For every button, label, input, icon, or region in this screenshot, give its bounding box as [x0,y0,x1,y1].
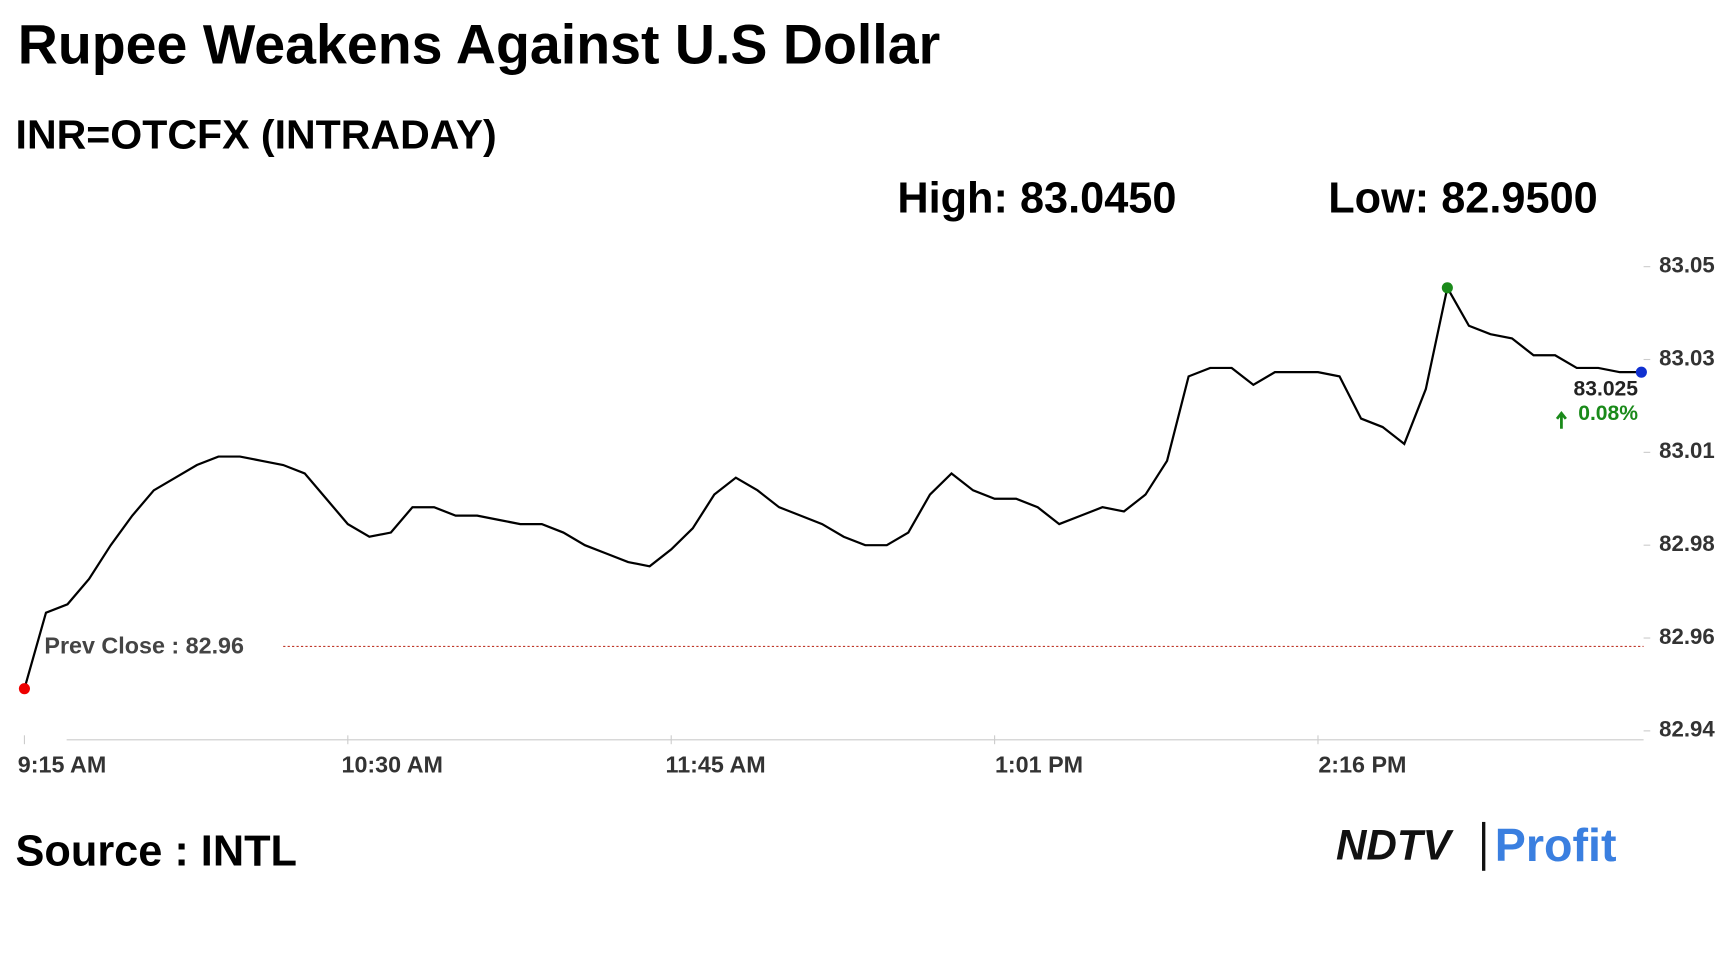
x-tick-label: 10:30 AM [341,752,443,778]
x-tick-label: 2:16 PM [1318,752,1406,778]
x-tick-label: 9:15 AM [18,752,107,778]
change-label: 0.08% [1578,402,1638,425]
low-marker [18,683,30,695]
chart-title: Rupee Weakens Against U.S Dollar [18,14,940,76]
logo-ndtv: NDTV [1336,822,1455,869]
change-arrow [1555,411,1567,429]
chart-subtitle: INR=OTCFX (INTRADAY) [16,112,497,158]
logo-profit: Profit [1495,819,1617,871]
last-value-label: 83.025 [1574,378,1639,401]
x-tick-label: 1:01 PM [995,752,1083,778]
y-tick-label: 82.98 [1659,531,1715,556]
y-tick-label: 82.94 [1659,717,1715,742]
y-tick-label: 83.05 [1659,253,1715,278]
y-tick-label: 83.01 [1659,438,1715,463]
price-line [23,284,1642,689]
x-tick-label: 11:45 AM [666,752,766,778]
source: Source : INTL [16,828,297,876]
high-label: High: 83.0450 [897,175,1176,223]
last-marker [1635,366,1647,378]
prev-close-label: Prev Close : 82.96 [44,633,244,659]
low-label: Low: 82.9500 [1328,175,1598,223]
y-tick-label: 83.03 [1659,345,1715,370]
y-tick-label: 82.96 [1659,624,1715,649]
high-marker [1441,282,1453,294]
